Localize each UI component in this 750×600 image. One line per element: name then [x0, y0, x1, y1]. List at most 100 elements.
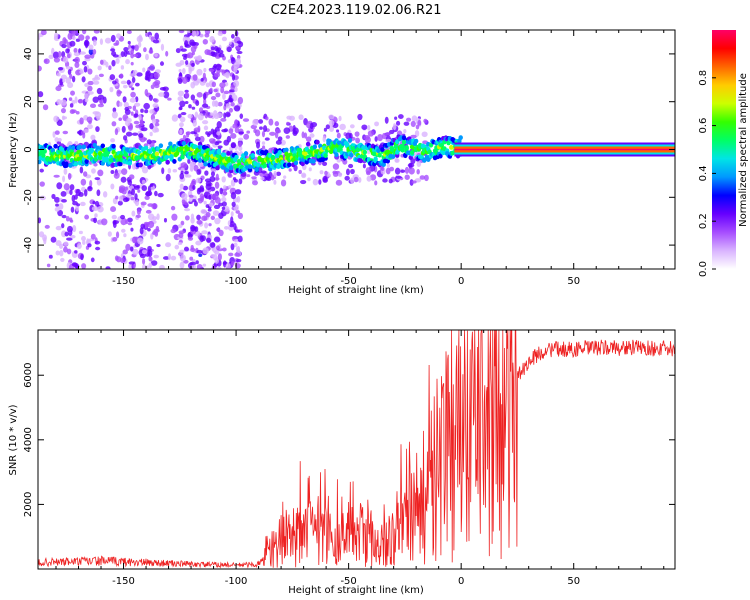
spectrogram-noise-mark	[107, 231, 112, 237]
spectrogram-noise-mark	[212, 210, 220, 216]
spectrogram-noise-mark	[159, 264, 165, 269]
spectrogram-noise-mark	[157, 192, 164, 198]
spectrogram-noise-mark	[116, 33, 121, 39]
spectrogram-noise-mark	[182, 185, 189, 191]
spectrogram-noise-mark	[178, 232, 184, 239]
spectrogram-noise-mark	[276, 171, 282, 177]
spectrogram-noise-mark	[228, 252, 234, 257]
spectrogram-noise-mark	[236, 40, 242, 45]
spectrogram-noise-mark	[97, 65, 102, 71]
spectrogram-noise-mark	[221, 36, 228, 42]
spectrogram-noise-mark	[234, 30, 239, 37]
spectrogram-noise-mark	[386, 163, 390, 168]
spectrogram-noise-mark	[69, 40, 76, 47]
spectrogram-ridge-mark	[138, 162, 143, 168]
spectrogram-noise-mark	[202, 103, 209, 108]
spectrogram-noise-mark	[76, 203, 81, 207]
spectrogram-noise-mark	[110, 138, 116, 143]
spectrogram-noise-mark	[65, 48, 70, 54]
spectrogram-noise-mark	[322, 177, 328, 183]
spectrogram-noise-mark	[194, 111, 199, 119]
spectrogram-noise-mark	[261, 141, 266, 145]
spectrogram-noise-mark	[263, 125, 268, 133]
spectrogram-noise-mark	[214, 217, 221, 225]
spectrogram-noise-mark	[70, 206, 75, 213]
spectrogram-noise-mark	[216, 47, 222, 52]
spectrogram-noise-mark	[100, 98, 104, 106]
spectrogram-noise-mark	[39, 168, 44, 173]
spectrogram-noise-mark	[148, 256, 153, 262]
spectrogram-noise-mark	[54, 137, 59, 143]
spectrogram-noise-mark	[151, 118, 157, 124]
spectrogram-noise-mark	[355, 137, 361, 144]
spectrogram-noise-mark	[116, 256, 122, 263]
spectrogram-noise-mark	[216, 131, 221, 136]
spectrogram-noise-mark	[134, 199, 140, 207]
spectrogram-ridge-mark	[419, 154, 424, 160]
spectrogram-noise-mark	[94, 213, 98, 218]
spectrogram-noise-mark	[109, 86, 114, 93]
spectrogram-noise-mark	[184, 100, 189, 105]
spectrogram-noise-mark	[161, 167, 165, 175]
spectrogram-noise-mark	[260, 176, 265, 181]
spectrogram-noise-mark	[218, 202, 223, 207]
spectrogram-noise-mark	[192, 119, 197, 127]
spectrogram-ridge-mark	[438, 153, 443, 159]
spectrogram-noise-mark	[234, 86, 238, 93]
spectrogram-noise-mark	[196, 214, 201, 221]
spectrogram-noise-mark	[345, 168, 350, 176]
spectrogram-noise-mark	[71, 35, 76, 41]
spectrogram-noise-mark	[97, 206, 104, 213]
spectrogram-noise-mark	[237, 137, 244, 142]
spectrogram-noise-mark	[57, 209, 64, 217]
colorbar-label: Normalized spectral amplitude	[738, 73, 749, 227]
spectrogram-noise-mark	[192, 30, 197, 37]
spectrogram-ridge-mark	[53, 143, 58, 149]
spectrogram-noise-mark	[308, 167, 312, 172]
spectrogram-noise-mark	[105, 266, 111, 269]
spectrogram-noise-mark	[184, 92, 190, 98]
spectrogram-noise-mark	[99, 59, 104, 65]
spectrogram-noise-mark	[123, 233, 127, 238]
spectrogram-noise-mark	[120, 80, 127, 85]
spectrogram-noise-mark	[145, 70, 151, 77]
spectrogram-noise-mark	[70, 90, 75, 96]
spectrogram-noise-mark	[64, 231, 69, 237]
spectrogram-noise-mark	[179, 254, 186, 262]
spectrogram-noise-mark	[260, 170, 267, 174]
spectrogram-noise-mark	[219, 82, 226, 88]
spectrogram-noise-mark	[415, 124, 420, 130]
spectrogram-noise-mark	[187, 236, 194, 241]
spectrogram-noise-mark	[150, 260, 158, 266]
spectrogram-noise-mark	[246, 174, 251, 178]
x-tick-label: -100	[225, 276, 248, 287]
x-tick-label: -150	[112, 276, 135, 287]
y-tick-label: 6000	[23, 362, 34, 387]
spectrogram-noise-mark	[149, 123, 154, 130]
spectrogram-noise-mark	[38, 217, 42, 224]
spectrogram-noise-mark	[256, 141, 261, 149]
spectrogram-noise-mark	[152, 103, 159, 109]
spectrogram-noise-mark	[104, 37, 112, 44]
spectrogram-noise-mark	[72, 224, 77, 233]
snr-xlabel: Height of straight line (km)	[288, 585, 424, 596]
y-tick-label: 40	[23, 48, 34, 61]
spectrogram-ridge-mark	[422, 158, 427, 163]
spectrogram-noise-mark	[115, 195, 119, 200]
spectrogram-noise-mark	[73, 52, 80, 57]
spectrogram-noise-mark	[71, 30, 77, 35]
spectrogram-noise-mark	[228, 41, 232, 45]
spectrogram-noise-mark	[202, 247, 209, 255]
spectrogram-noise-mark	[179, 249, 185, 254]
y-tick-label: 2000	[23, 492, 34, 517]
spectrogram-noise-mark	[171, 213, 178, 221]
spectrogram-noise-mark	[53, 57, 61, 63]
spectrogram-noise-mark	[221, 30, 227, 34]
spectrogram-noise-mark	[298, 169, 302, 175]
spectrogram-heatmap	[38, 30, 675, 269]
spectrogram-noise-mark	[242, 118, 250, 122]
spectrogram-noise-mark	[196, 249, 203, 254]
spectrogram-noise-mark	[92, 200, 96, 205]
colorbar-tick-label: 0.0	[698, 261, 709, 277]
spectrogram-noise-mark	[196, 187, 201, 195]
